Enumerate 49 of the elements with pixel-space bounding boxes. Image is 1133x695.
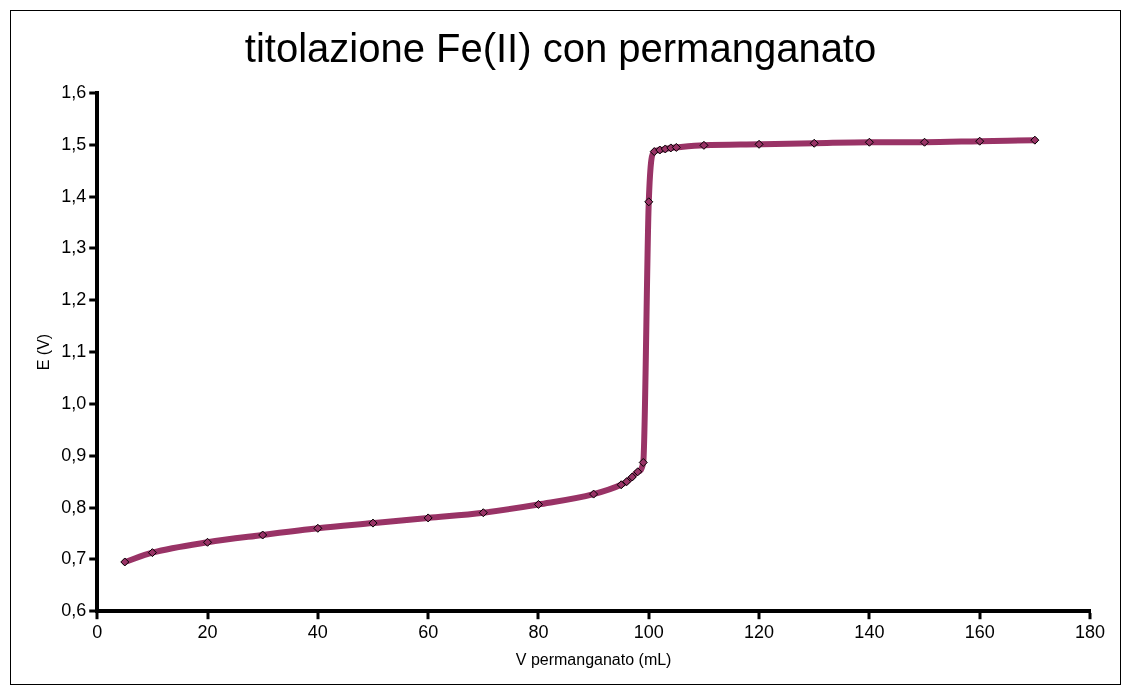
- point: [589, 489, 599, 499]
- x-tick-label: 40: [307, 621, 328, 642]
- point: [147, 548, 157, 558]
- point: [649, 147, 659, 157]
- point: [633, 467, 643, 477]
- point: [864, 137, 874, 147]
- y-tick-label: 1,2: [61, 289, 87, 310]
- y-tick-label: 1,4: [61, 185, 87, 206]
- point: [1030, 135, 1040, 145]
- point: [533, 499, 543, 509]
- y-tick-label: 1,5: [61, 133, 87, 154]
- y-tick-label: 0,9: [61, 444, 87, 465]
- point: [313, 523, 323, 533]
- point: [754, 139, 764, 149]
- x-tick-label: 80: [528, 621, 549, 642]
- point: [423, 513, 433, 523]
- point: [120, 557, 130, 567]
- x-tick-label: 60: [418, 621, 439, 642]
- point: [644, 197, 654, 207]
- point: [258, 530, 268, 540]
- point: [622, 477, 632, 487]
- x-axis-title: V permanganato (mL): [515, 650, 672, 668]
- y-tick-label: 1,0: [61, 392, 87, 413]
- y-tick-label: 0,7: [61, 548, 87, 569]
- y-tick-label: 1,3: [61, 237, 87, 258]
- x-tick-label: 160: [964, 621, 995, 642]
- y-axis-title: E (V): [35, 333, 53, 371]
- y-tick-label: 1,6: [61, 81, 87, 102]
- point: [627, 472, 637, 482]
- x-tick-label: 140: [854, 621, 885, 642]
- point: [809, 138, 819, 148]
- x-tick-label: 120: [744, 621, 775, 642]
- x-tick-label: 0: [92, 621, 103, 642]
- point: [638, 457, 648, 467]
- point: [478, 508, 488, 518]
- point: [920, 137, 930, 147]
- x-tick-label: 100: [633, 621, 664, 642]
- chart-title: titolazione Fe(II) con permanganato: [244, 26, 877, 71]
- point: [699, 140, 709, 150]
- point: [616, 480, 626, 490]
- x-tick-label: 20: [197, 621, 218, 642]
- point: [203, 537, 213, 547]
- point: [671, 142, 681, 152]
- point: [368, 518, 378, 528]
- x-tick-label: 180: [1074, 621, 1106, 642]
- y-tick-label: 0,6: [61, 600, 87, 621]
- point: [975, 136, 985, 146]
- y-tick-label: 1,1: [61, 341, 87, 362]
- y-tick-label: 0,8: [61, 496, 87, 517]
